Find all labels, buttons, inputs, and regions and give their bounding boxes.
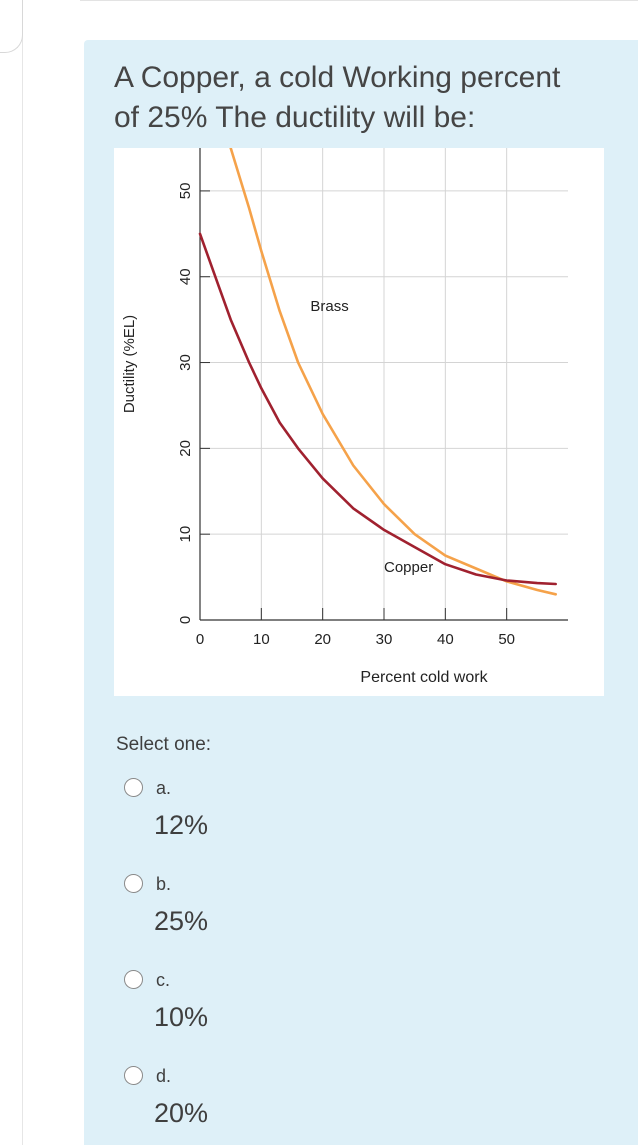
previous-card-edge bbox=[80, 0, 638, 1]
radio-c[interactable] bbox=[124, 970, 143, 989]
y-axis-label: Ductility (%EL) bbox=[121, 315, 138, 413]
radio-a[interactable] bbox=[124, 778, 143, 797]
chart-grid bbox=[200, 148, 568, 620]
x-tick-label: 30 bbox=[376, 631, 393, 648]
option-d[interactable]: d. 20% bbox=[124, 1064, 424, 1148]
x-axis-label: Percent cold work bbox=[360, 669, 488, 686]
ductility-chart: 0 10 20 30 40 50 0 10 20 30 40 50 Percent cold work D… bbox=[114, 148, 604, 696]
x-tick-label: 20 bbox=[314, 631, 331, 648]
x-tick-label: 40 bbox=[437, 631, 454, 648]
page-left-border bbox=[22, 0, 23, 1145]
option-b-text[interactable]: 25% bbox=[154, 906, 208, 937]
y-tick-label: 20 bbox=[177, 440, 194, 457]
series-line-copper bbox=[200, 234, 556, 584]
y-tick-label: 50 bbox=[177, 183, 194, 200]
option-a[interactable]: a. 12% bbox=[124, 776, 424, 860]
y-tick-label: 40 bbox=[177, 268, 194, 285]
previous-card-corner bbox=[0, 0, 23, 53]
y-tick-label: 0 bbox=[177, 616, 194, 624]
chart-svg: 0 10 20 30 40 50 0 10 20 30 40 50 Percent cold work D… bbox=[114, 148, 604, 696]
radio-d[interactable] bbox=[124, 1066, 143, 1085]
option-b[interactable]: b. 25% bbox=[124, 872, 424, 956]
option-b-letter: b. bbox=[156, 874, 171, 895]
select-one-label: Select one: bbox=[116, 734, 211, 756]
option-d-text[interactable]: 20% bbox=[154, 1098, 208, 1129]
chart-labels: 0 10 20 30 40 50 0 10 20 30 40 50 Percent cold work D… bbox=[121, 183, 515, 686]
question-card: A Copper, a cold Working percent of 25% … bbox=[84, 40, 638, 1145]
y-tick-label: 10 bbox=[177, 526, 194, 543]
series-label-brass: Brass bbox=[310, 298, 348, 315]
option-c-text[interactable]: 10% bbox=[154, 1002, 208, 1033]
option-a-letter: a. bbox=[156, 778, 171, 799]
y-tick-label: 30 bbox=[177, 354, 194, 371]
series-label-copper: Copper bbox=[384, 559, 433, 576]
x-tick-label: 50 bbox=[498, 631, 515, 648]
option-a-text[interactable]: 12% bbox=[154, 810, 208, 841]
radio-b[interactable] bbox=[124, 874, 143, 893]
x-tick-label: 0 bbox=[196, 631, 204, 648]
option-c[interactable]: c. 10% bbox=[124, 968, 424, 1052]
x-tick-label: 10 bbox=[253, 631, 270, 648]
option-c-letter: c. bbox=[156, 970, 170, 991]
option-d-letter: d. bbox=[156, 1066, 171, 1087]
question-text: A Copper, a cold Working percent of 25% … bbox=[114, 58, 624, 138]
question-line-2: of 25% The ductility will be: bbox=[114, 101, 475, 134]
question-line-1: A Copper, a cold Working percent bbox=[114, 61, 560, 94]
chart-series bbox=[200, 148, 556, 594]
